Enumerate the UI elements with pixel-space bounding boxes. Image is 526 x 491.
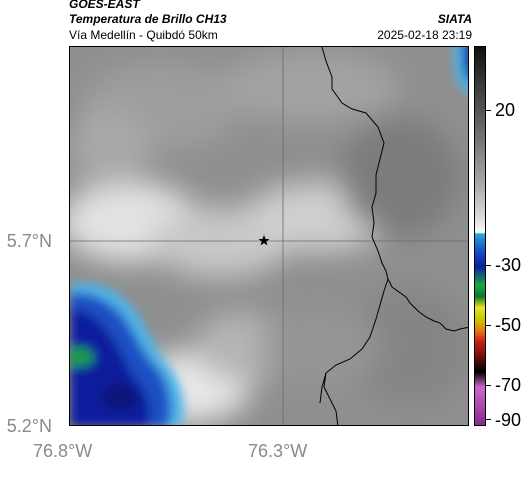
y-tick-5-2N: 5.2°N — [6, 416, 52, 436]
x-tick-76-3W: 76.3°W — [248, 441, 308, 461]
colorbar-tick-20 — [486, 110, 491, 111]
region-subtitle: Vía Medellín - Quibdó 50km — [69, 28, 218, 42]
x-tick-76-8W: 76.8°W — [33, 441, 93, 461]
colorbar-tick-m90 — [486, 419, 491, 420]
colorbar-tick-m50 — [486, 325, 491, 326]
cold-cloud-corner — [454, 47, 468, 93]
colorbar-tick-m30 — [486, 265, 491, 266]
colorbar-label-m50: -50 — [495, 315, 522, 335]
map-canvas — [70, 47, 468, 425]
satellite-map — [69, 46, 469, 426]
product-title: Temperatura de Brillo CH13 — [69, 12, 227, 26]
colorbar-label-m70: -70 — [495, 375, 522, 395]
boundary-line — [321, 47, 468, 332]
colorbar-label-20: 20 — [495, 100, 516, 120]
y-tick-5-7N: 5.7°N — [6, 231, 52, 251]
colorbar — [474, 46, 486, 426]
star-marker — [258, 235, 270, 246]
colorbar-tick-m70 — [486, 385, 491, 386]
datetime-label: 2025-02-18 23:19 — [377, 28, 472, 42]
cold-cloud-region — [70, 283, 184, 425]
org-label: SIATA — [437, 12, 472, 26]
satellite-name: GOES-EAST — [69, 0, 140, 11]
boundary-line-2 — [323, 278, 389, 425]
boundary-line-3 — [319, 372, 327, 404]
colorbar-label-m30: -30 — [495, 255, 522, 275]
colorbar-label-m90: -90 — [495, 410, 522, 430]
